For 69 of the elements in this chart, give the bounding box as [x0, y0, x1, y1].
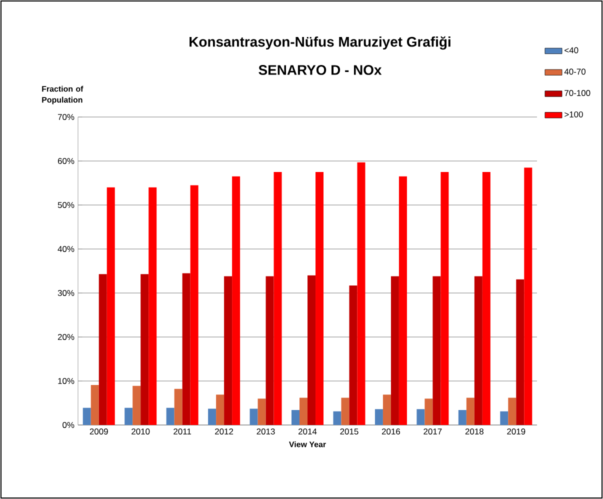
- legend-label: 40-70: [564, 68, 586, 75]
- bar: [274, 172, 282, 425]
- legend-label: >100: [564, 111, 583, 118]
- bar: [432, 276, 441, 425]
- x-tick-label: 2009: [90, 428, 108, 434]
- bar: [398, 176, 407, 425]
- bar: [524, 168, 532, 425]
- bar: [166, 408, 174, 425]
- bar: [98, 274, 107, 425]
- y-tick-label: 60%: [58, 158, 74, 164]
- x-tick-label: 2016: [382, 428, 400, 434]
- bar: [174, 388, 182, 425]
- bar: [308, 275, 316, 425]
- y-tick-label: 20%: [58, 334, 74, 340]
- bar: [208, 408, 216, 425]
- y-tick-label: 30%: [58, 290, 74, 296]
- bar: [216, 394, 224, 425]
- bar: [440, 172, 449, 425]
- bar: [182, 273, 190, 425]
- bar: [190, 185, 198, 425]
- bar: [482, 172, 490, 425]
- x-tick-label: 2014: [298, 428, 317, 434]
- legend-label: 70-100: [564, 90, 590, 96]
- x-tick-label: 2013: [256, 428, 275, 434]
- bar: [90, 384, 99, 425]
- chart-subtitle: SENARYO D - NOx: [258, 65, 382, 75]
- bar: [250, 408, 258, 425]
- bar: [266, 276, 274, 425]
- bar: [382, 394, 391, 425]
- bar: [349, 286, 358, 425]
- x-tick-label: 2012: [215, 428, 234, 434]
- bar: [82, 408, 91, 425]
- x-tick-label: 2017: [424, 428, 442, 434]
- legend-label: <40: [564, 47, 578, 54]
- bar: [516, 279, 524, 425]
- bar: [500, 411, 508, 425]
- x-tick-label: 2011: [174, 428, 192, 434]
- bar: [292, 410, 300, 425]
- bar: [140, 274, 149, 425]
- bar: [341, 398, 350, 425]
- bar: [474, 276, 482, 425]
- bar: [424, 398, 433, 425]
- x-tick-label: 2015: [340, 428, 358, 434]
- y-tick-label: 40%: [58, 246, 74, 252]
- bar: [224, 276, 232, 425]
- x-tick-label: 2018: [465, 428, 484, 434]
- y-tick-label: 70%: [58, 114, 74, 120]
- y-tick-label: 50%: [58, 202, 74, 208]
- bar: [258, 398, 266, 425]
- bar: [458, 410, 466, 425]
- bar: [106, 187, 115, 425]
- y-tick-label: 10%: [58, 378, 74, 384]
- bar: [124, 408, 133, 425]
- bar: [374, 409, 383, 425]
- bar: [333, 411, 342, 425]
- bar: [416, 409, 425, 425]
- bar: [232, 176, 240, 425]
- chart-title: Konsantrasyon-Nüfus Maruziyet Grafiği: [190, 36, 450, 50]
- bar: [316, 172, 324, 425]
- bar: [148, 187, 157, 425]
- bar: [357, 162, 366, 425]
- x-tick-label: 2010: [132, 428, 150, 434]
- bar: [390, 276, 399, 425]
- bar: [508, 398, 516, 425]
- bar: [300, 398, 308, 425]
- bar: [466, 398, 474, 425]
- bar: [132, 386, 141, 425]
- x-tick-label: 2019: [507, 428, 526, 434]
- y-tick-label: 0%: [62, 422, 74, 428]
